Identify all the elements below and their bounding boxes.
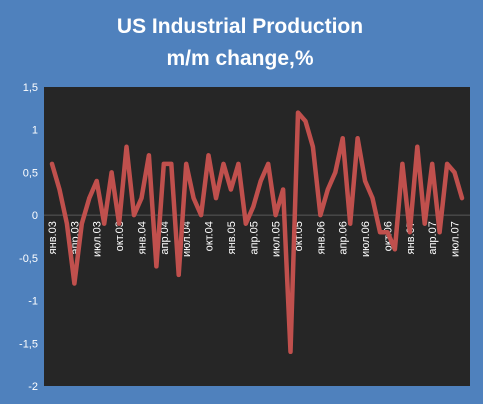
data-point <box>243 221 248 226</box>
x-tick-label: апр.07 <box>427 221 439 254</box>
data-point <box>318 213 323 218</box>
y-tick-label: 0,5 <box>23 167 38 179</box>
data-point <box>176 272 181 277</box>
series-line <box>49 110 465 355</box>
data-point <box>296 110 300 115</box>
data-point <box>132 213 136 218</box>
y-axis: -2 -1,5 -1 -0,5 0 0,5 1 1,5 <box>19 82 38 393</box>
data-point <box>72 281 77 286</box>
data-point <box>184 161 189 166</box>
y-tick-label: 1 <box>32 125 38 137</box>
data-point <box>146 153 151 158</box>
data-point <box>310 144 315 149</box>
data-point <box>355 136 360 141</box>
x-tick-label: янв.05 <box>226 221 238 254</box>
data-point <box>273 213 278 218</box>
data-point <box>79 221 84 226</box>
x-axis: янв.03 апр.03 июл.03 окт.03 янв.04 апр.04 июл.… <box>47 221 462 257</box>
y-tick-label: 0 <box>32 210 38 222</box>
data-point <box>50 161 54 166</box>
data-point <box>348 221 353 226</box>
data-point <box>370 196 375 201</box>
data-point <box>266 161 271 166</box>
x-tick-label: апр.05 <box>248 221 260 254</box>
chart-subtitle: m/m change,% <box>166 47 313 70</box>
data-point <box>94 178 99 183</box>
data-point <box>303 119 308 124</box>
data-point <box>117 221 122 226</box>
data-point <box>251 204 256 209</box>
chart-title: US Industrial Production <box>117 15 363 38</box>
y-tick-label: -1,5 <box>19 338 38 350</box>
data-point <box>407 230 412 235</box>
data-point <box>340 136 345 141</box>
data-point <box>333 170 338 175</box>
data-point <box>154 264 159 269</box>
x-tick-label: янв.06 <box>315 221 327 254</box>
data-point <box>169 161 174 166</box>
data-point <box>64 221 69 226</box>
data-point <box>228 187 233 192</box>
y-tick-label: -2 <box>28 381 38 393</box>
data-point <box>445 161 450 166</box>
data-point <box>221 161 226 166</box>
x-tick-label: янв.03 <box>47 221 59 254</box>
data-point <box>109 170 114 175</box>
data-point <box>102 221 107 226</box>
data-point <box>57 187 62 192</box>
data-point <box>430 161 435 166</box>
data-point <box>258 178 263 183</box>
data-point <box>206 153 211 158</box>
data-point <box>214 196 218 201</box>
x-tick-label: окт.03 <box>114 221 126 251</box>
x-tick-label: апр.06 <box>338 221 350 254</box>
plot-area <box>44 87 470 386</box>
data-point <box>199 213 204 218</box>
x-tick-label: июл.05 <box>271 221 283 257</box>
data-point <box>191 196 196 201</box>
data-point <box>378 230 382 235</box>
data-point <box>139 196 144 201</box>
data-point <box>87 196 92 201</box>
data-point <box>460 196 464 201</box>
data-point <box>437 230 442 235</box>
data-point <box>385 230 390 235</box>
y-tick-label: 1,5 <box>23 82 38 94</box>
data-point <box>415 144 420 149</box>
data-points <box>50 110 464 354</box>
data-point <box>161 161 166 166</box>
x-tick-label: июл.04 <box>181 221 193 257</box>
data-point <box>288 349 293 354</box>
data-point <box>422 221 427 226</box>
data-point <box>124 144 129 149</box>
y-tick-label: -1 <box>28 296 38 308</box>
x-tick-label: июл.03 <box>92 221 104 257</box>
data-point <box>325 187 330 192</box>
x-tick-label: янв.04 <box>136 221 148 254</box>
x-tick-label: апр.04 <box>159 221 171 254</box>
data-point <box>236 161 241 166</box>
data-point <box>392 247 397 252</box>
data-point <box>452 170 457 175</box>
data-point <box>363 178 368 183</box>
data-point <box>400 161 405 166</box>
y-tick-label: -0,5 <box>19 253 38 265</box>
data-point <box>281 187 286 192</box>
x-tick-label: окт.04 <box>204 221 216 251</box>
x-tick-label: июл.07 <box>450 221 462 257</box>
x-tick-label: июл.06 <box>360 221 372 257</box>
